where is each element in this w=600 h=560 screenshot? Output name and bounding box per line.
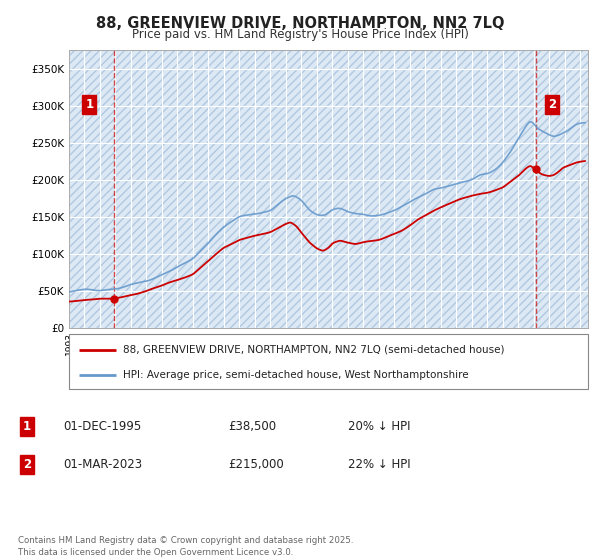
Text: 1: 1 [23, 420, 31, 433]
Text: 01-MAR-2023: 01-MAR-2023 [63, 458, 142, 472]
Text: 1: 1 [85, 98, 94, 111]
Text: 20% ↓ HPI: 20% ↓ HPI [348, 420, 410, 433]
FancyBboxPatch shape [69, 334, 588, 389]
Text: 88, GREENVIEW DRIVE, NORTHAMPTON, NN2 7LQ (semi-detached house): 88, GREENVIEW DRIVE, NORTHAMPTON, NN2 7L… [124, 345, 505, 354]
Text: 22% ↓ HPI: 22% ↓ HPI [348, 458, 410, 472]
Text: 2: 2 [23, 458, 31, 472]
Text: HPI: Average price, semi-detached house, West Northamptonshire: HPI: Average price, semi-detached house,… [124, 371, 469, 380]
Text: 01-DEC-1995: 01-DEC-1995 [63, 420, 141, 433]
Text: 88, GREENVIEW DRIVE, NORTHAMPTON, NN2 7LQ: 88, GREENVIEW DRIVE, NORTHAMPTON, NN2 7L… [96, 16, 504, 31]
Text: Price paid vs. HM Land Registry's House Price Index (HPI): Price paid vs. HM Land Registry's House … [131, 28, 469, 41]
Text: Contains HM Land Registry data © Crown copyright and database right 2025.
This d: Contains HM Land Registry data © Crown c… [18, 536, 353, 557]
Text: £38,500: £38,500 [228, 420, 276, 433]
Text: 2: 2 [548, 98, 556, 111]
Text: £215,000: £215,000 [228, 458, 284, 472]
